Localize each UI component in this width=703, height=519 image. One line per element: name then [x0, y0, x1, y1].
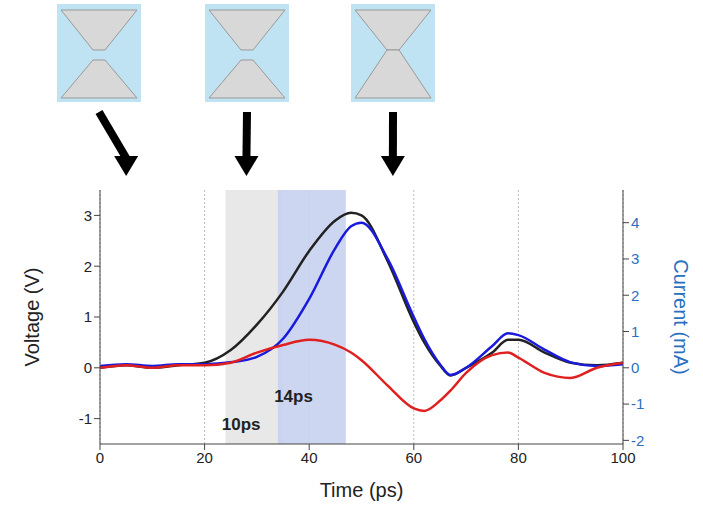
- svg-text:Time (ps): Time (ps): [320, 479, 404, 501]
- svg-text:Voltage (V): Voltage (V): [21, 268, 43, 367]
- svg-text:1: 1: [84, 308, 92, 325]
- svg-text:-1: -1: [79, 410, 92, 427]
- svg-text:4: 4: [631, 214, 639, 231]
- svg-text:-2: -2: [631, 432, 644, 449]
- svg-text:3: 3: [631, 250, 639, 267]
- svg-text:100: 100: [610, 449, 635, 466]
- svg-text:0: 0: [96, 449, 104, 466]
- svg-text:14ps: 14ps: [274, 387, 313, 406]
- svg-text:40: 40: [301, 449, 318, 466]
- svg-text:0: 0: [631, 359, 639, 376]
- svg-text:2: 2: [631, 287, 639, 304]
- svg-text:Current (mA): Current (mA): [670, 259, 692, 375]
- svg-text:1: 1: [631, 323, 639, 340]
- svg-text:-1: -1: [631, 395, 644, 412]
- svg-text:0: 0: [84, 359, 92, 376]
- svg-text:60: 60: [405, 449, 422, 466]
- svg-text:10ps: 10ps: [222, 415, 261, 434]
- svg-text:3: 3: [84, 207, 92, 224]
- svg-text:20: 20: [196, 449, 213, 466]
- svg-text:2: 2: [84, 258, 92, 275]
- svg-text:80: 80: [510, 449, 527, 466]
